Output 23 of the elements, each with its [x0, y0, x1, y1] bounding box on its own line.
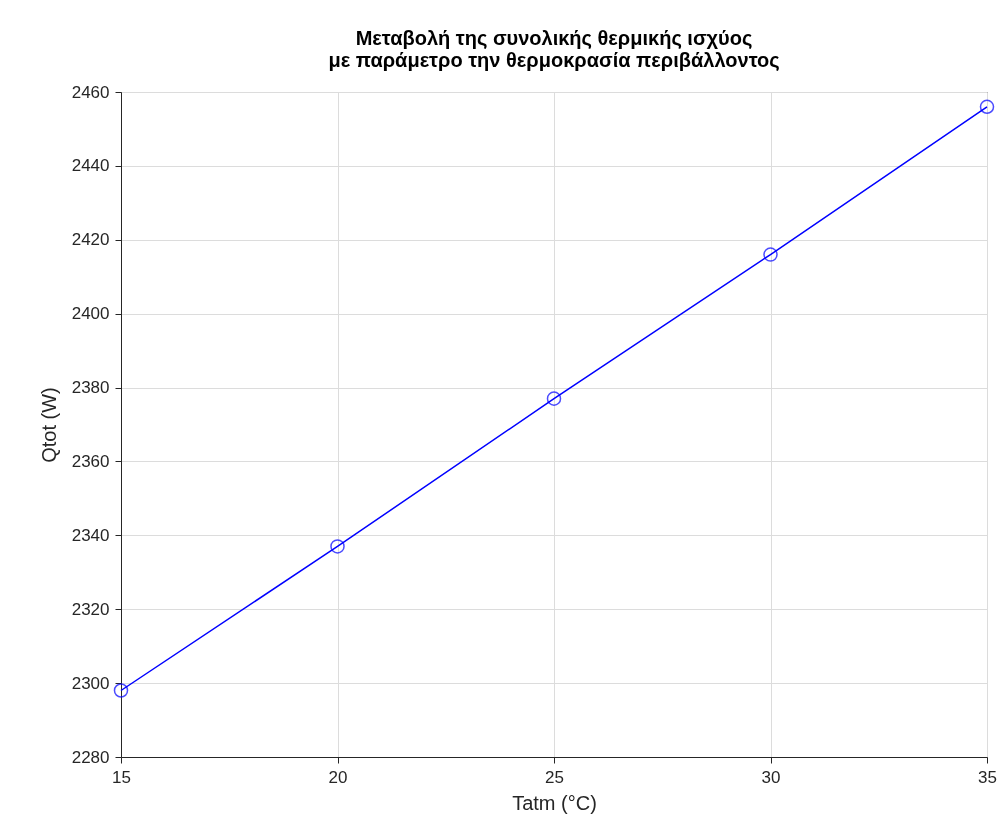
x-tick-label: 30 — [761, 767, 781, 787]
x-tick-label: 25 — [545, 767, 564, 787]
y-tick-label: 2420 — [71, 230, 110, 250]
chart-title: Μεταβολή της συνολικής θερμικής ισχύος με παράμετρο την θερμοκρασία περιβάλλοντος — [328, 27, 780, 71]
point — [763, 247, 778, 262]
point — [113, 683, 129, 698]
x-axis-title: Tatm (°C) — [512, 791, 597, 814]
y-tick-label: 2340 — [71, 525, 110, 545]
y-tick-label: 2400 — [71, 304, 110, 324]
y-tick-label: 2460 — [71, 82, 110, 102]
x-tick-label: 20 — [328, 767, 348, 787]
point — [979, 99, 995, 115]
x-tick-label: 15 — [112, 767, 131, 787]
y-tick-label: 2380 — [71, 378, 110, 398]
y-tick-label: 2280 — [71, 747, 110, 767]
point — [330, 539, 345, 554]
y-tick-label: 2320 — [71, 599, 110, 619]
y-tick-label: 2360 — [71, 451, 110, 471]
point — [546, 391, 562, 406]
y-axis-title: Qtot (W) — [37, 387, 60, 463]
y-tick-label: 2440 — [71, 156, 110, 176]
x-tick-label: 35 — [978, 767, 997, 787]
y-tick-label: 2300 — [71, 673, 110, 693]
